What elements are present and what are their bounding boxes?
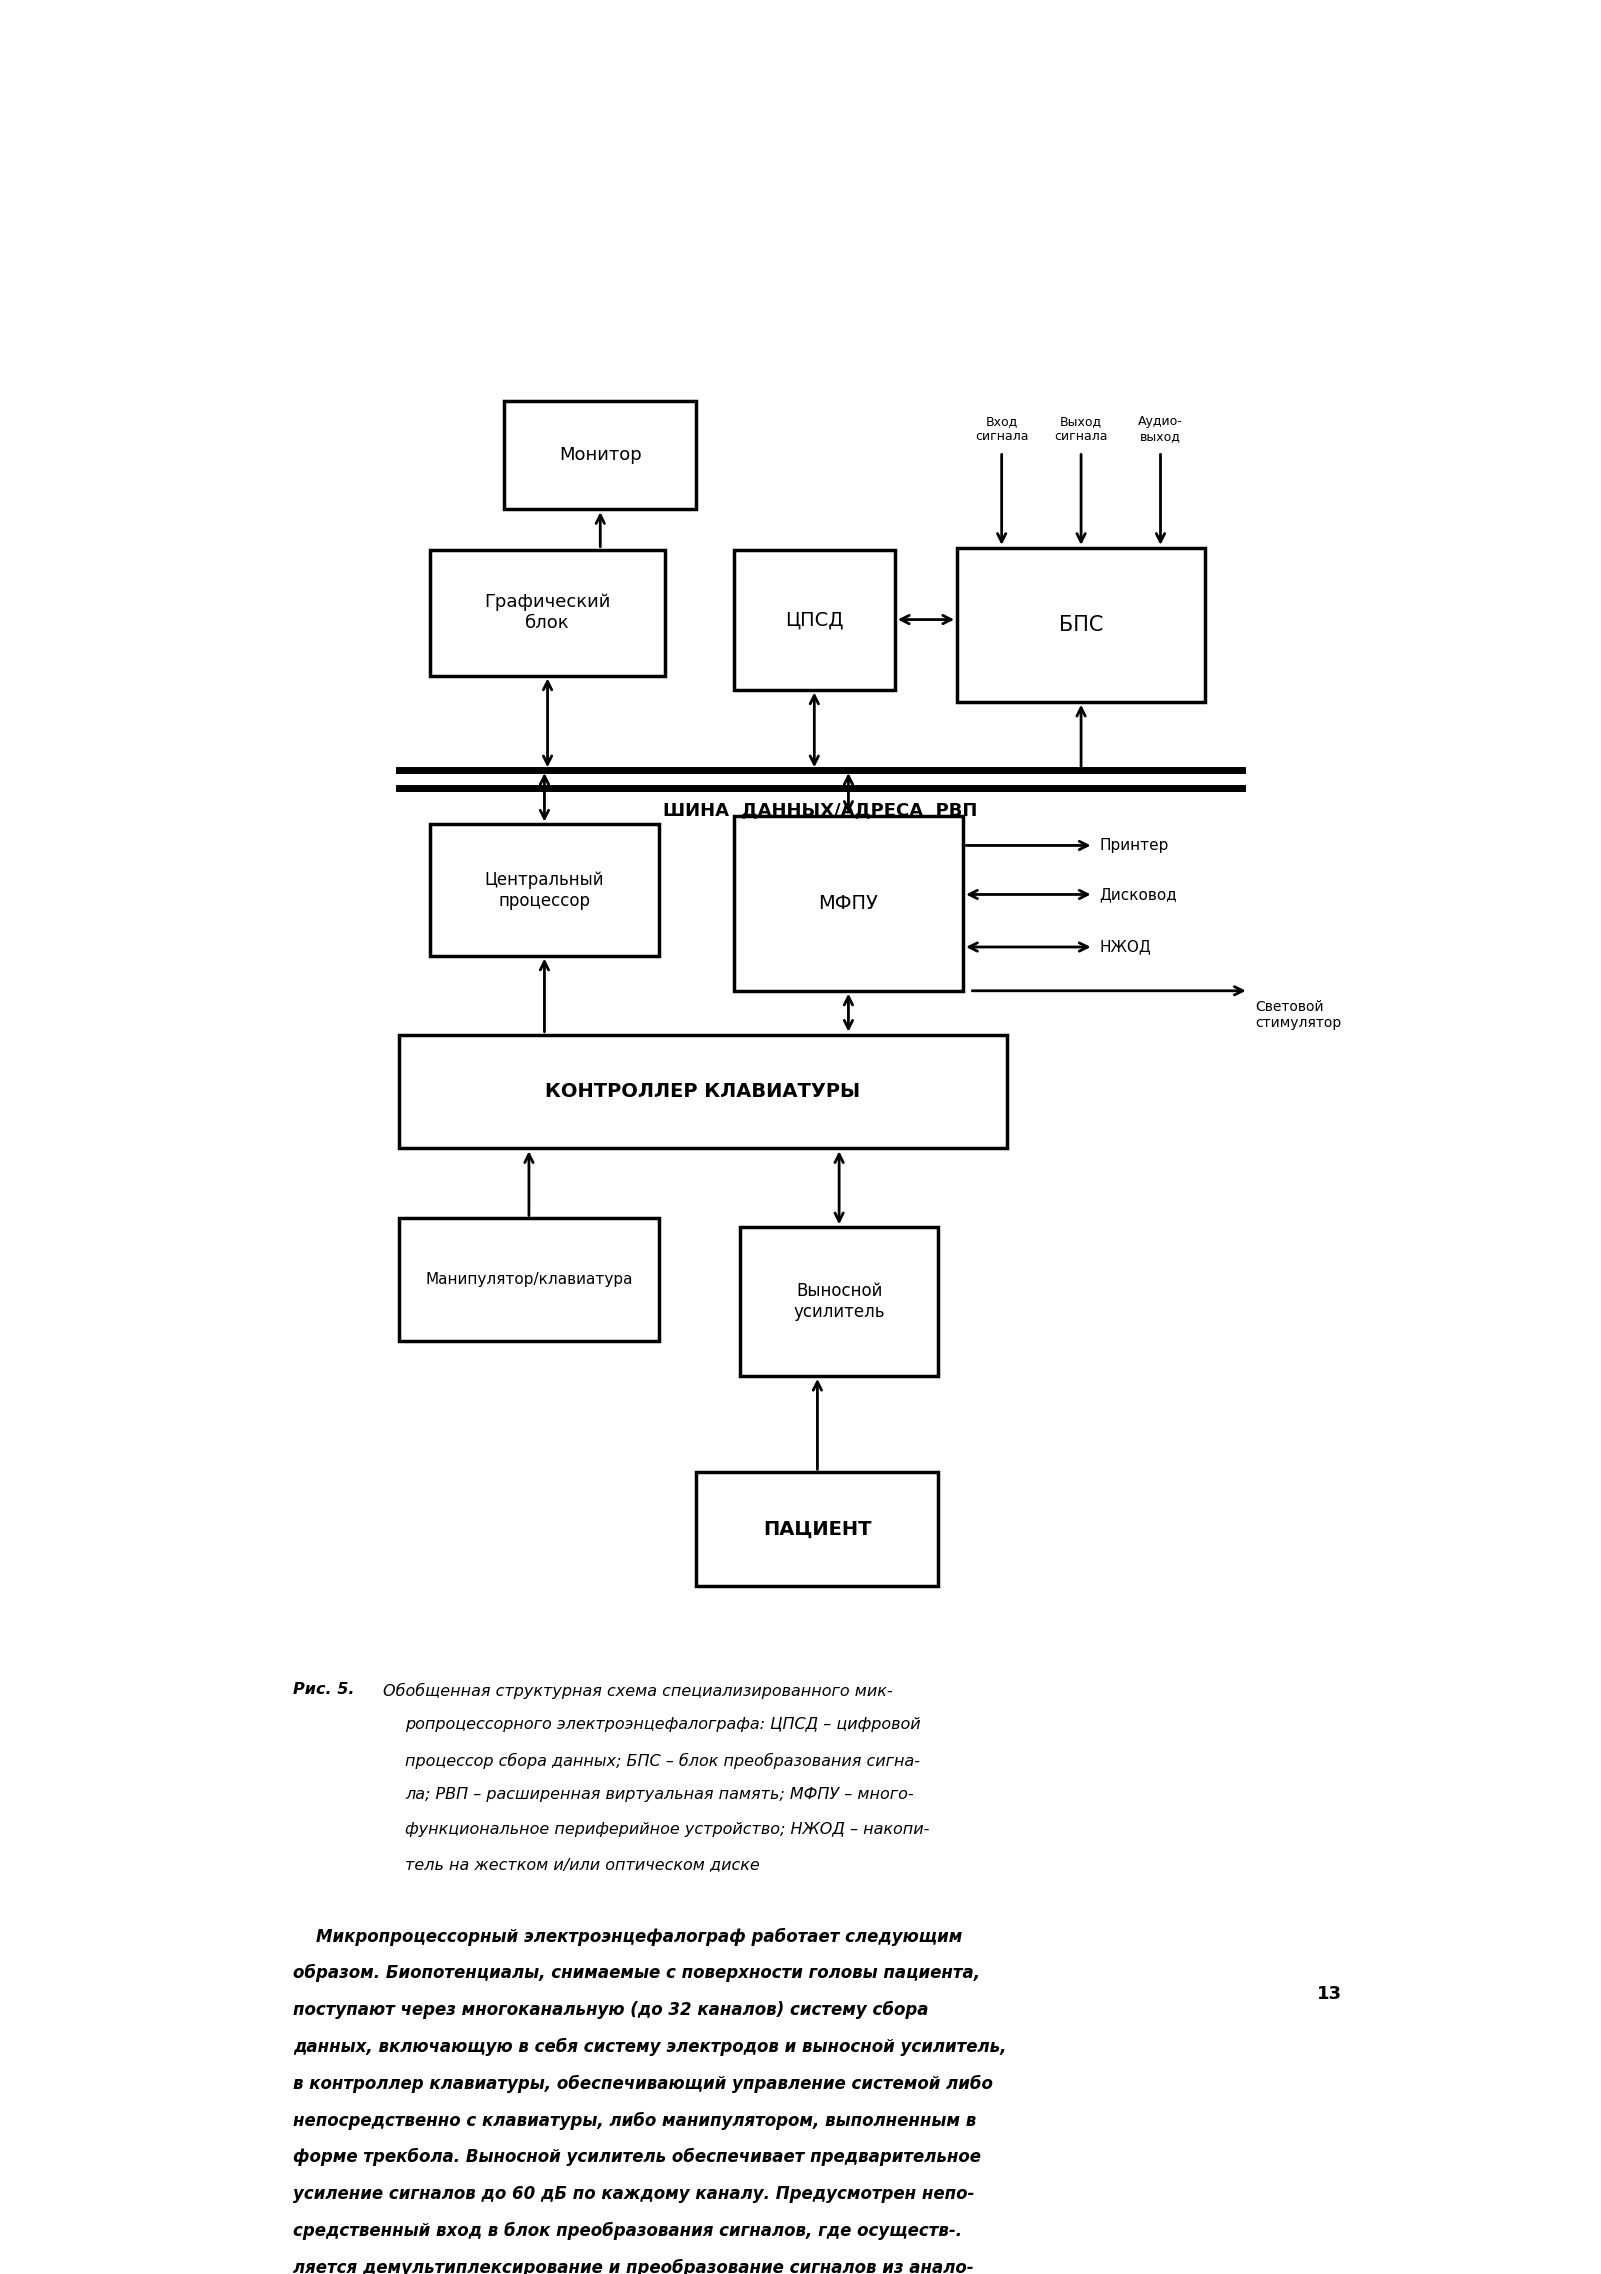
Text: ляется демультиплексирование и преобразование сигналов из анало-: ляется демультиплексирование и преобразо… <box>293 2258 973 2274</box>
Text: Монитор: Монитор <box>559 446 642 464</box>
Text: ПАЦИЕНТ: ПАЦИЕНТ <box>764 1519 871 1539</box>
Bar <box>399 1035 1007 1148</box>
Text: Рис. 5.: Рис. 5. <box>293 1683 355 1696</box>
Text: образом. Биопотенциалы, снимаемые с поверхности головы пациента,: образом. Биопотенциалы, снимаемые с пове… <box>293 1965 980 1983</box>
Text: Графический
блок: Графический блок <box>485 594 610 632</box>
Bar <box>696 1471 938 1587</box>
Text: Выход
сигнала: Выход сигнала <box>1055 414 1108 443</box>
Text: ла; РВП – расширенная виртуальная память; МФПУ – много-: ла; РВП – расширенная виртуальная память… <box>405 1787 914 1803</box>
Text: ШИНА  ДАННЫХ/АДРЕСА  РВП: ШИНА ДАННЫХ/АДРЕСА РВП <box>663 803 978 819</box>
Text: усиление сигналов до 60 дБ по каждому каналу. Предусмотрен непо-: усиление сигналов до 60 дБ по каждому ка… <box>293 2185 975 2204</box>
Text: Принтер: Принтер <box>1100 837 1169 853</box>
Text: Аудио-
выход: Аудио- выход <box>1138 414 1183 443</box>
Text: КОНТРОЛЛЕР КЛАВИАТУРЫ: КОНТРОЛЛЕР КЛАВИАТУРЫ <box>544 1082 860 1101</box>
Text: Вход
сигнала: Вход сигнала <box>975 414 1028 443</box>
Text: непосредственно с клавиатуры, либо манипулятором, выполненным в: непосредственно с клавиатуры, либо манип… <box>293 2110 977 2128</box>
Text: БПС: БПС <box>1058 614 1103 634</box>
Text: тель на жестком и/или оптическом диске: тель на жестком и/или оптическом диске <box>405 1858 759 1872</box>
Text: в контроллер клавиатуры, обеспечивающий управление системой либо: в контроллер клавиатуры, обеспечивающий … <box>293 2074 993 2092</box>
Text: Обобщенная структурная схема специализированного мик-: Обобщенная структурная схема специализир… <box>383 1683 892 1699</box>
Bar <box>429 825 660 955</box>
Text: НЖОД: НЖОД <box>1100 939 1151 955</box>
Text: МФПУ: МФПУ <box>818 894 879 912</box>
Text: поступают через многоканальную (до 32 каналов) систему сбора: поступают через многоканальную (до 32 ка… <box>293 2001 929 2019</box>
Text: функциональное периферийное устройство; НЖОД – накопи-: функциональное периферийное устройство; … <box>405 1821 929 1837</box>
Text: ропроцессорного электроэнцефалографа: ЦПСД – цифровой: ропроцессорного электроэнцефалографа: ЦП… <box>405 1717 921 1733</box>
Bar <box>504 400 696 509</box>
Text: форме трекбола. Выносной усилитель обеспечивает предварительное: форме трекбола. Выносной усилитель обесп… <box>293 2149 981 2167</box>
Bar <box>740 1228 938 1376</box>
Bar <box>733 550 895 689</box>
Text: Центральный
процессор: Центральный процессор <box>485 871 604 910</box>
Text: 13: 13 <box>1316 1985 1342 2003</box>
Text: ЦПСД: ЦПСД <box>784 609 844 630</box>
Text: Микропроцессорный электроэнцефалограф работает следующим: Микропроцессорный электроэнцефалограф ра… <box>293 1928 962 1947</box>
Text: средственный вход в блок преобразования сигналов, где осуществ-.: средственный вход в блок преобразования … <box>293 2222 962 2240</box>
Bar <box>957 548 1206 703</box>
Text: Дисковод: Дисковод <box>1100 887 1177 903</box>
Text: Выносной
усилитель: Выносной усилитель <box>794 1283 885 1321</box>
Bar <box>733 816 964 991</box>
Bar <box>399 1219 660 1342</box>
Text: процессор сбора данных; БПС – блок преобразования сигна-: процессор сбора данных; БПС – блок преоб… <box>405 1753 921 1769</box>
Bar <box>429 550 666 675</box>
Text: данных, включающую в себя систему электродов и выносной усилитель,: данных, включающую в себя систему электр… <box>293 2038 1007 2056</box>
Text: Световой
стимулятор: Световой стимулятор <box>1255 1001 1342 1030</box>
Text: Манипулятор/клавиатура: Манипулятор/клавиатура <box>426 1271 632 1287</box>
